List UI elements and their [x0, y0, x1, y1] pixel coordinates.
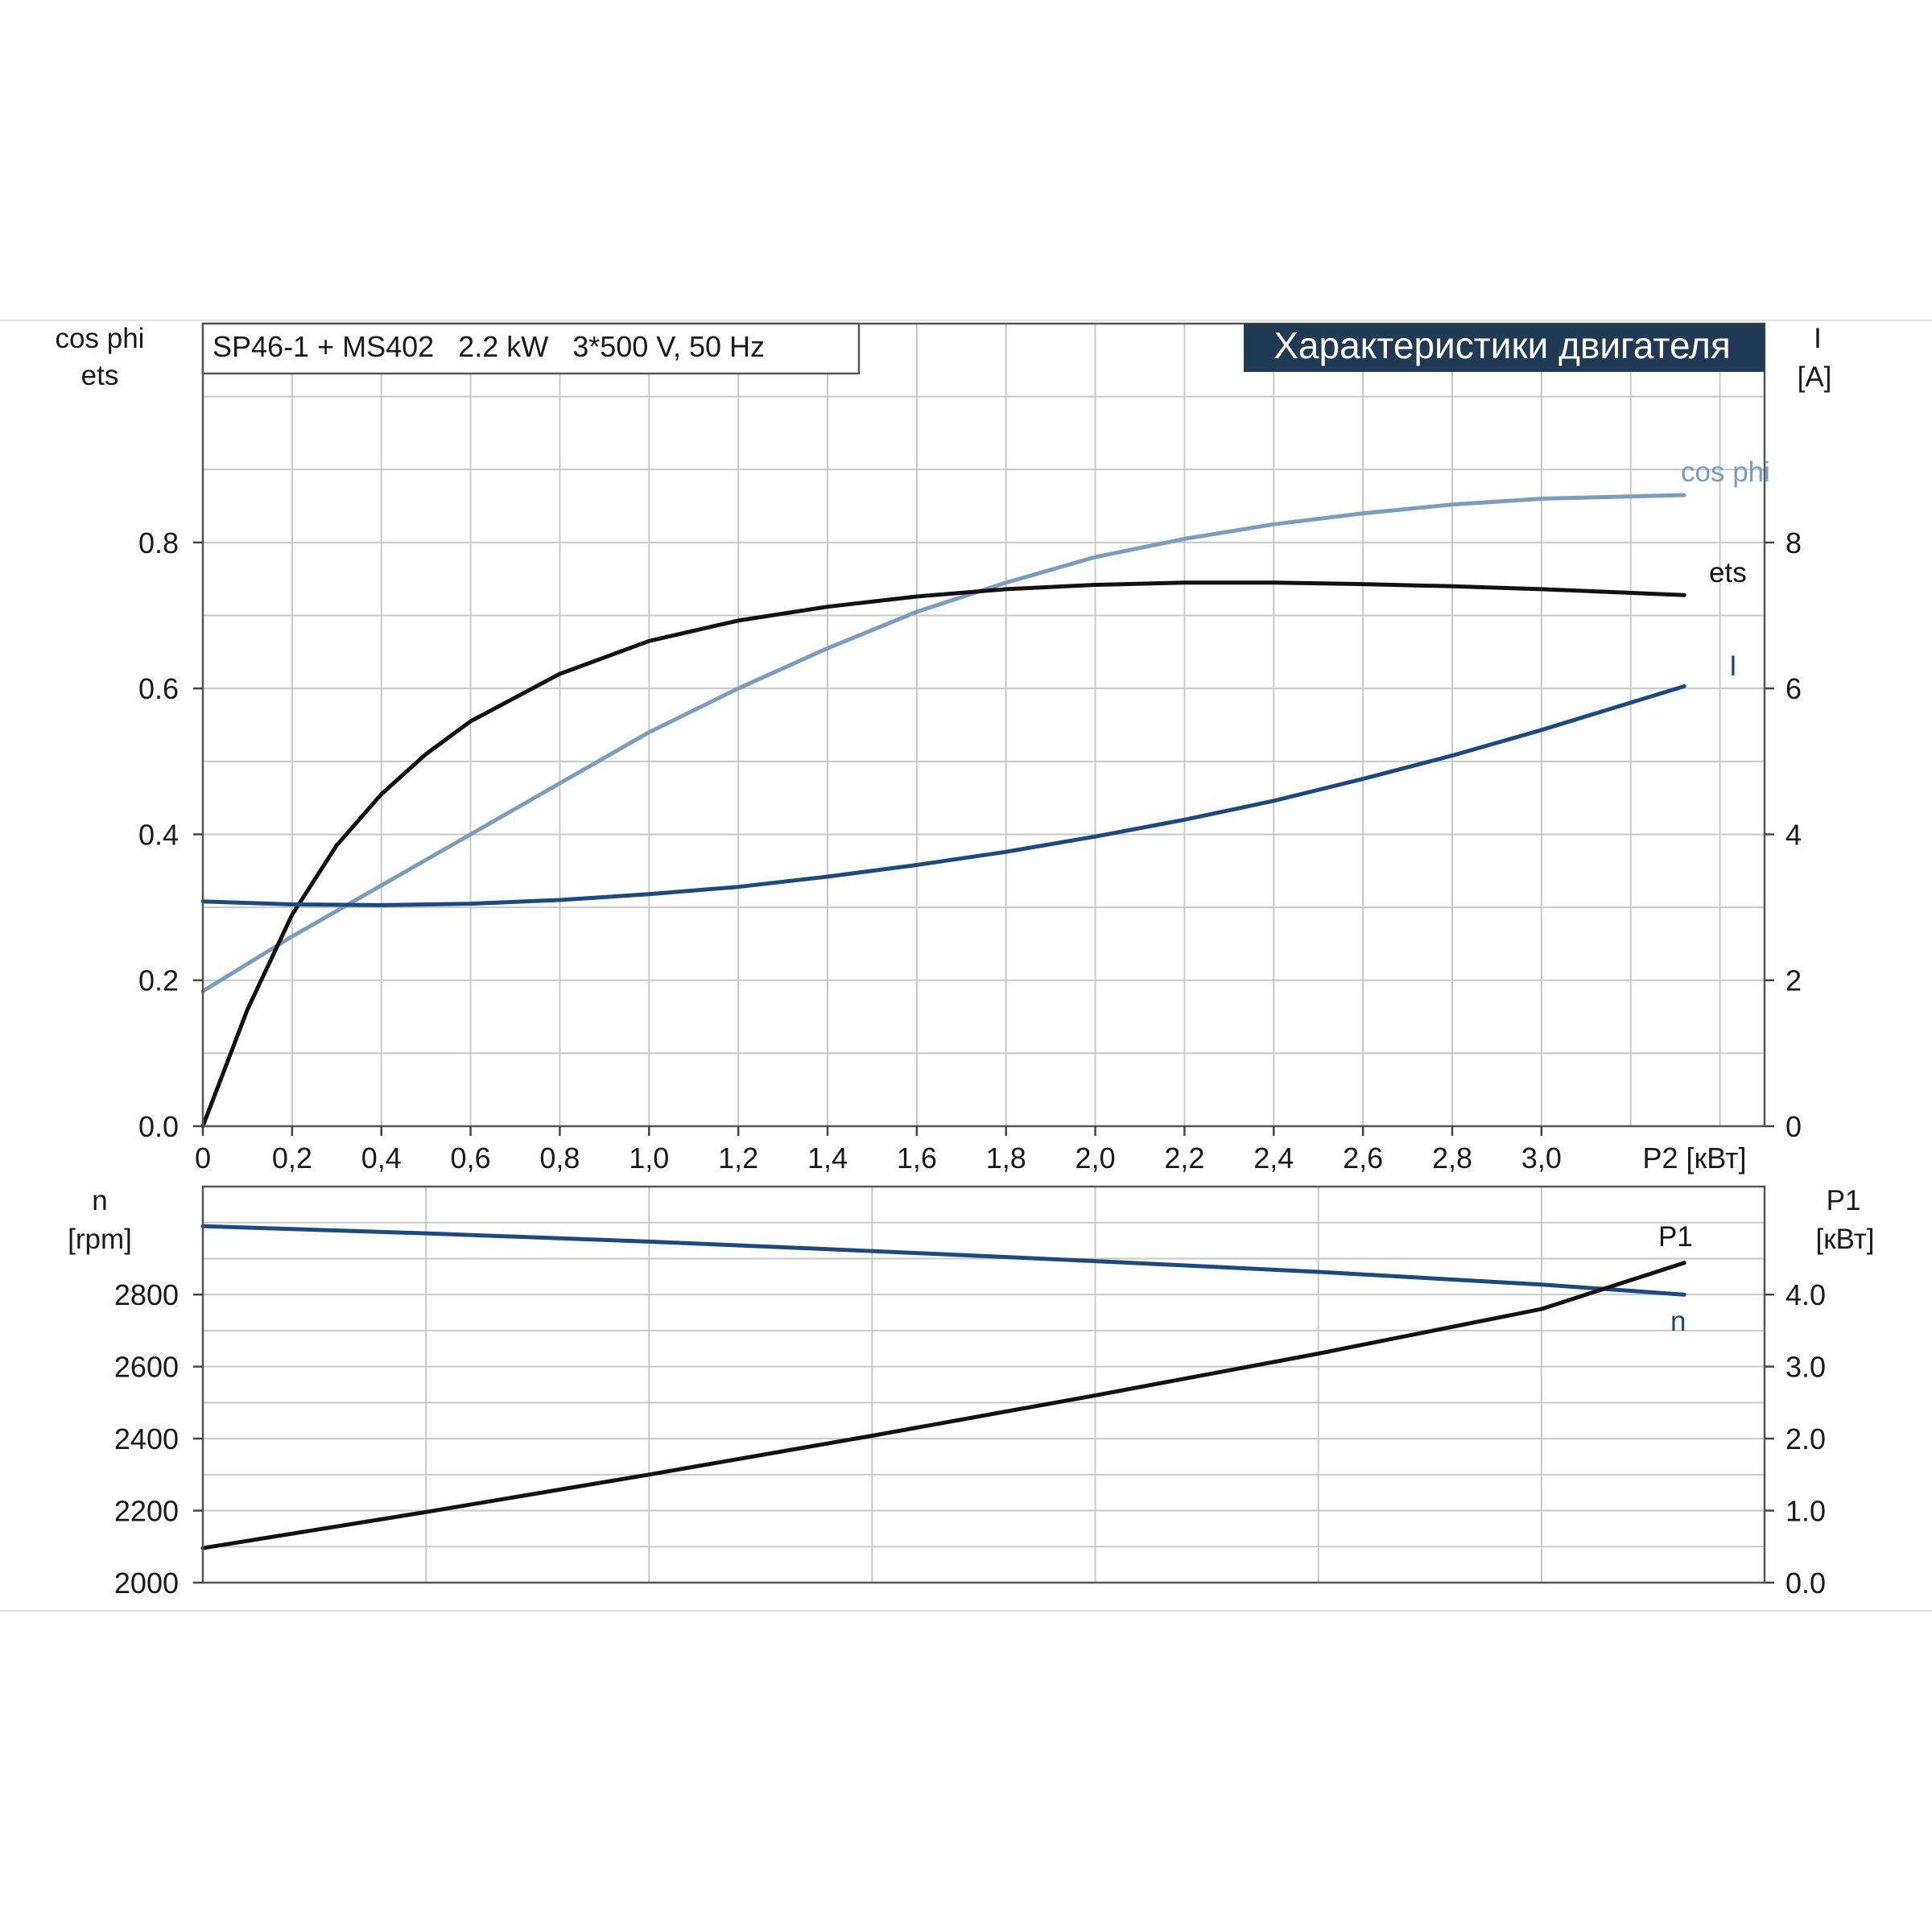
x-tick-label: 0 — [195, 1141, 211, 1174]
lower-chart-ticks: 2000 2200 2400 2600 2800 0.0 1.0 2.0 3.0 4.0 — [114, 1278, 1826, 1600]
left-tick-label: 0.4 — [138, 818, 179, 851]
x-tick-label: 2,0 — [1075, 1141, 1116, 1174]
speed-curve-label: n — [1670, 1306, 1686, 1337]
speed-unit-label: [rpm] — [68, 1224, 132, 1255]
lower-chart-frame — [201, 1185, 1766, 1584]
x-tick-label: 2,6 — [1343, 1141, 1383, 1174]
lower-chart-grid — [203, 1187, 1765, 1583]
x-tick-label: 0,2 — [272, 1141, 312, 1174]
speed-tick-label: 2000 — [114, 1567, 179, 1600]
left-tick-label: 0.6 — [138, 672, 179, 705]
left-tick-label: 0.8 — [138, 526, 179, 559]
left-tick-label: 0.2 — [138, 964, 179, 997]
right-tick-label: 6 — [1785, 672, 1802, 705]
cosphi-curve-label: cos phi — [1681, 456, 1770, 488]
p1-curve — [200, 1261, 1686, 1550]
current-axis-label: I — [1814, 323, 1822, 354]
x-tick-label: 1,4 — [807, 1141, 848, 1174]
x-tick-label: 2,4 — [1253, 1141, 1294, 1174]
current-unit-label: [A] — [1798, 361, 1832, 393]
right-tick-label: 8 — [1785, 526, 1802, 559]
upper-chart-ticks: 0 0,2 0,4 0,6 0,8 1,0 1,2 1,4 1,6 1,8 2,0 2,2 2,4 2,6… — [138, 526, 1802, 1174]
speed-tick-label: 2400 — [114, 1422, 179, 1455]
speed-tick-label: 2800 — [114, 1278, 179, 1311]
upper-chart-grid — [203, 324, 1765, 1126]
speed-curve — [200, 1224, 1686, 1297]
x-tick-label: 3,0 — [1521, 1141, 1562, 1174]
right-tick-label: 0 — [1785, 1110, 1802, 1143]
p1-tick-label: 2.0 — [1785, 1422, 1826, 1455]
upper-chart-frame — [201, 322, 1766, 1128]
ets-axis-label: ets — [81, 360, 119, 391]
ets-curve-label: ets — [1709, 557, 1747, 588]
x-tick-label: 1,2 — [718, 1141, 758, 1174]
product-header-text: SP46-1 + MS402 2.2 kW 3*500 V, 50 Hz — [213, 330, 765, 363]
x-tick-label: 1,0 — [629, 1141, 669, 1174]
cosphi-axis-label: cos phi — [56, 323, 145, 354]
p1-tick-label: 0.0 — [1785, 1567, 1826, 1600]
p1-tick-label: 1.0 — [1785, 1495, 1826, 1528]
speed-tick-label: 2600 — [114, 1351, 179, 1384]
ets-curve — [200, 580, 1686, 1129]
right-tick-label: 4 — [1785, 818, 1802, 851]
current-curve-label: I — [1729, 650, 1737, 682]
current-curve — [200, 684, 1686, 907]
p1-axis-label: P1 — [1827, 1185, 1861, 1216]
section-title-text: Характеристики двигателя — [1274, 324, 1731, 366]
x-tick-label: 0,6 — [451, 1141, 491, 1174]
lower-chart-series — [200, 1224, 1686, 1550]
x-tick-label: 0,4 — [361, 1141, 402, 1174]
product-header-box — [201, 322, 861, 375]
x-tick-label: 1,6 — [897, 1141, 937, 1174]
x-tick-label: 2,2 — [1164, 1141, 1204, 1174]
left-tick-label: 0.0 — [138, 1110, 179, 1143]
x-tick-label: 1,8 — [986, 1141, 1026, 1174]
speed-tick-label: 2200 — [114, 1495, 179, 1528]
upper-chart-series — [200, 493, 1686, 1129]
p1-unit-label: [кВт] — [1816, 1224, 1875, 1255]
p1-tick-label: 3.0 — [1785, 1351, 1826, 1384]
p1-tick-label: 4.0 — [1785, 1278, 1826, 1311]
x-tick-label: 0,8 — [539, 1141, 580, 1174]
right-tick-label: 2 — [1785, 964, 1802, 997]
p1-curve-label: P1 — [1658, 1221, 1693, 1253]
p2-axis-label: P2 [кВт] — [1642, 1141, 1746, 1174]
section-title-banner — [1244, 324, 1765, 372]
x-tick-label: 2,8 — [1432, 1141, 1472, 1174]
speed-axis-label: n — [92, 1185, 107, 1216]
cosphi-curve — [200, 493, 1686, 993]
